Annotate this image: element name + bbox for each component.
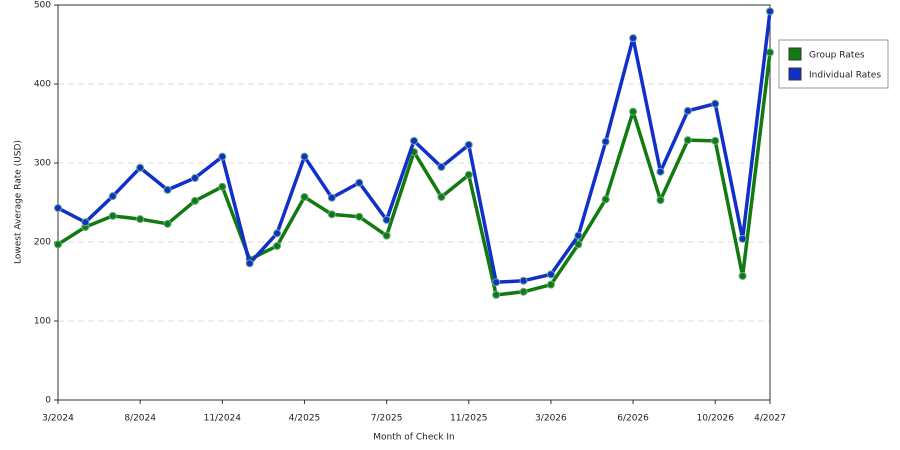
data-point	[54, 204, 62, 213]
legend-label: Group Rates	[809, 51, 865, 61]
y-tick-label: 0	[45, 396, 51, 406]
data-point	[711, 136, 720, 145]
data-point	[437, 192, 446, 201]
x-tick-label: 7/2025	[371, 414, 403, 424]
data-point	[574, 240, 583, 249]
y-tick-label: 400	[34, 80, 51, 90]
data-point	[355, 178, 364, 187]
x-axis-title: Month of Check In	[373, 433, 455, 443]
data-point	[163, 219, 172, 228]
plot-frame	[57, 4, 771, 401]
data-point	[355, 212, 364, 221]
data-point	[683, 136, 692, 145]
x-tick-label: 11/2025	[450, 414, 487, 424]
data-point	[54, 240, 62, 249]
data-point	[656, 196, 665, 205]
data-point	[273, 241, 282, 250]
data-point	[108, 192, 117, 201]
x-tick-label: 10/2026	[697, 414, 735, 424]
legend-swatch	[788, 47, 802, 61]
legend-label: Individual Rates	[809, 71, 881, 81]
data-point	[738, 234, 747, 243]
data-point	[464, 170, 473, 179]
y-tick-label: 500	[34, 1, 51, 11]
data-point	[218, 182, 227, 191]
data-point	[136, 163, 145, 172]
data-point	[519, 287, 528, 296]
y-tick-label: 300	[34, 159, 51, 169]
data-point	[245, 259, 254, 268]
legend-box	[778, 39, 889, 89]
data-point	[410, 136, 418, 145]
data-point	[382, 231, 391, 240]
data-point	[300, 152, 309, 161]
data-point	[711, 99, 720, 108]
data-point	[546, 270, 555, 279]
data-point	[108, 211, 117, 220]
data-point	[601, 137, 610, 146]
data-point	[629, 34, 638, 43]
data-point	[464, 140, 473, 149]
y-tick-label: 200	[34, 238, 51, 248]
data-point	[136, 215, 145, 224]
y-axis-title: Lowest Average Rate (USD)	[14, 140, 24, 264]
x-tick-label: 4/2027	[754, 414, 786, 424]
data-point	[574, 231, 583, 240]
data-point	[437, 162, 446, 171]
data-point	[766, 48, 774, 57]
data-point	[519, 276, 528, 285]
x-tick-label: 6/2026	[617, 414, 649, 424]
data-point	[656, 167, 665, 176]
data-point	[382, 215, 391, 224]
data-point	[190, 174, 199, 183]
data-point	[738, 271, 747, 280]
data-point	[327, 210, 336, 219]
data-point	[766, 7, 774, 16]
data-point	[190, 196, 199, 205]
data-point	[300, 192, 309, 201]
data-point	[273, 229, 282, 238]
legend-swatch	[788, 67, 802, 81]
x-tick-label: 4/2025	[289, 414, 321, 424]
data-point	[492, 278, 501, 287]
data-point	[492, 290, 501, 299]
x-tick-label: 11/2024	[204, 414, 242, 424]
y-tick-label: 100	[34, 317, 51, 327]
data-point	[163, 185, 172, 194]
data-point	[683, 106, 692, 115]
data-point	[601, 195, 610, 204]
x-tick-label: 3/2024	[42, 414, 74, 424]
data-point	[629, 107, 638, 116]
data-point	[218, 152, 227, 161]
x-tick-label: 8/2024	[124, 414, 156, 424]
data-point	[546, 280, 555, 289]
data-point	[327, 193, 336, 202]
data-point	[81, 218, 90, 227]
x-tick-label: 3/2026	[535, 414, 567, 424]
